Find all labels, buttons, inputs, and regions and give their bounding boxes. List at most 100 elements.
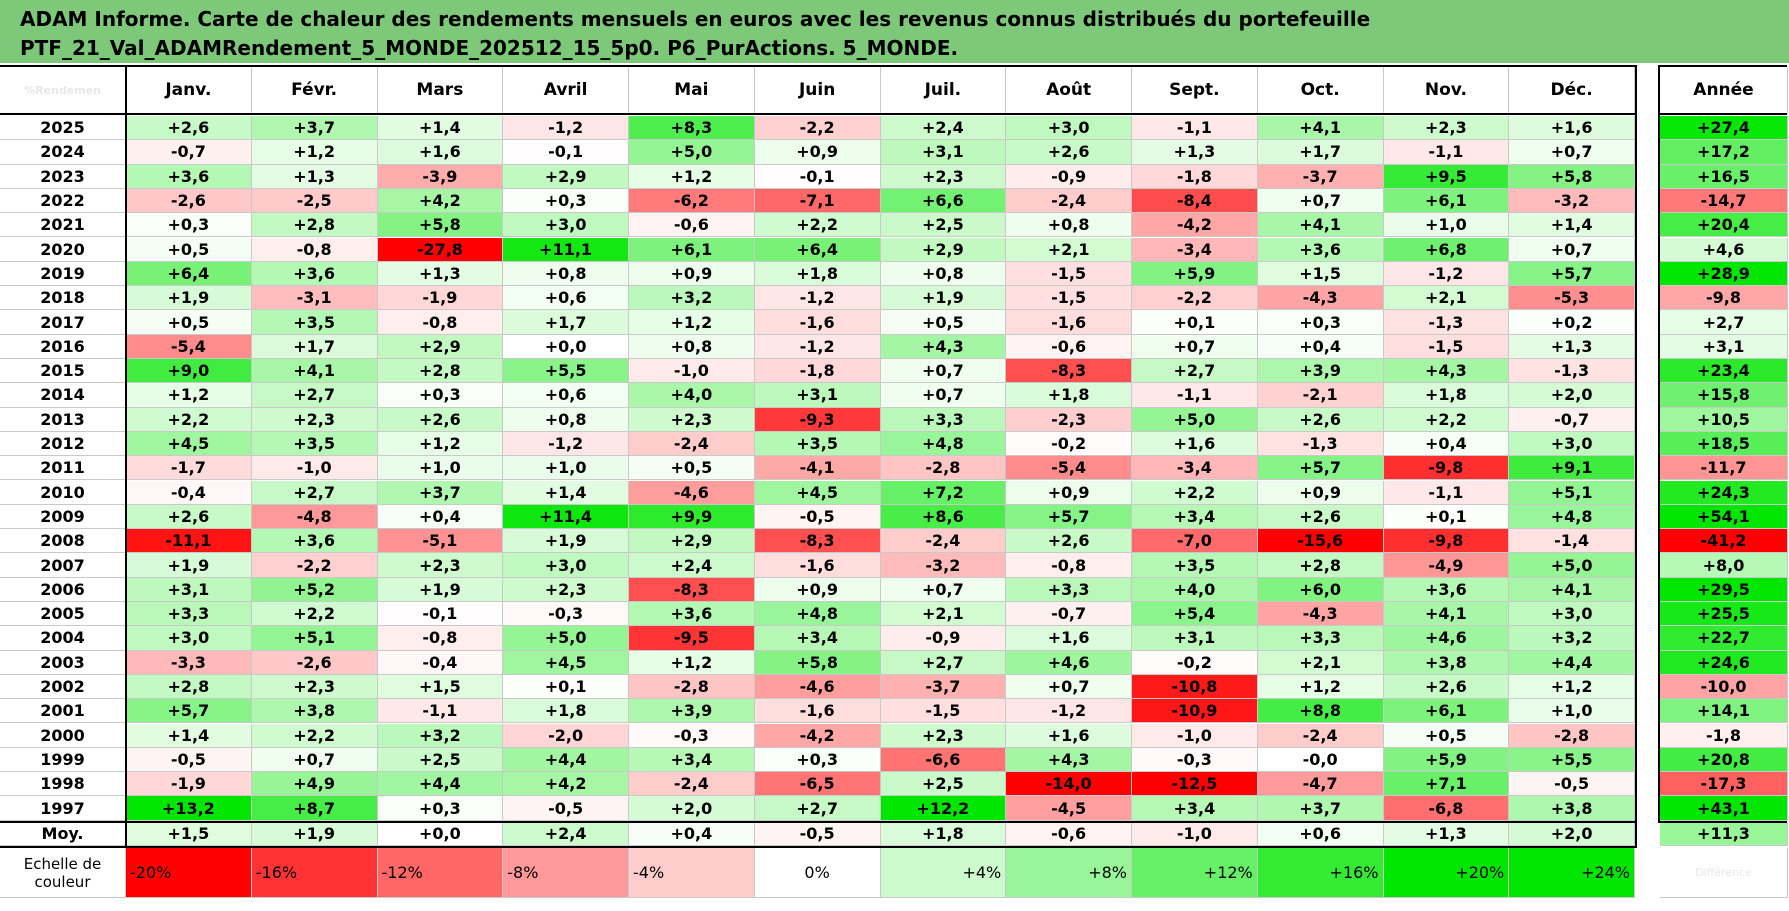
- heatmap-cell: +4,5: [126, 431, 252, 457]
- heatmap-cell: +0,3: [503, 188, 629, 214]
- heatmap-cell: +3,2: [377, 723, 504, 748]
- heatmap-cell: +1,9: [503, 529, 629, 554]
- heatmap-cell: -2,4: [1257, 723, 1384, 748]
- heatmap-cell: +0,4: [1257, 334, 1384, 359]
- heatmap-cell: +6,1: [629, 237, 755, 262]
- heatmap-cell: +6,1: [1383, 188, 1510, 214]
- color-scale-step: +12%: [1132, 848, 1258, 898]
- annual-cell: +24,3: [1660, 480, 1788, 505]
- heatmap-cell: -0,1: [503, 140, 629, 165]
- heatmap-cell: -27,8: [377, 237, 504, 262]
- annual-header: Année: [1660, 67, 1788, 114]
- heatmap-cell: +3,7: [1257, 796, 1384, 821]
- heatmap-cell: +2,9: [377, 334, 504, 359]
- heatmap-cell: +2,5: [880, 772, 1007, 797]
- heatmap-cell: -0,3: [503, 602, 629, 627]
- heatmap-cell: -8,3: [1006, 359, 1132, 384]
- heatmap-cell: -1,6: [754, 553, 881, 578]
- row-year-label: 2006: [0, 577, 126, 602]
- heatmap-cell: -1,5: [1006, 261, 1132, 287]
- heatmap-cell: +1,2: [126, 383, 252, 408]
- heatmap-cell: -3,1: [251, 286, 378, 311]
- heatmap-cell: +6,4: [126, 261, 252, 287]
- month-header: Févr.: [251, 67, 378, 114]
- heatmap-cell: +4,0: [629, 383, 755, 408]
- heatmap-cell: -4,2: [1132, 213, 1258, 238]
- heatmap-cell: -15,6: [1257, 529, 1384, 554]
- heatmap-cell: +3,4: [754, 626, 881, 651]
- heatmap-cell: +3,2: [1509, 626, 1635, 651]
- heatmap-cell: +1,4: [1509, 213, 1635, 238]
- color-scale-step: +8%: [1006, 848, 1132, 898]
- heatmap-cell: +0,1: [1132, 310, 1258, 335]
- heatmap-cell: +3,0: [1509, 602, 1635, 627]
- annual-cell: +28,9: [1660, 261, 1788, 287]
- heatmap-cell: +0,2: [1509, 310, 1635, 335]
- heatmap-cell: +5,0: [1509, 553, 1635, 578]
- heatmap-cell: +2,8: [377, 359, 504, 384]
- heatmap-cell: +1,6: [1132, 431, 1258, 457]
- heatmap-cell: -0,7: [126, 140, 252, 165]
- heatmap-cell: +2,4: [629, 553, 755, 578]
- month-header: Mai: [629, 67, 755, 114]
- heatmap-cell: +5,1: [251, 626, 378, 651]
- heatmap-cell: -5,3: [1509, 286, 1635, 311]
- heatmap-cell: +5,7: [126, 699, 252, 724]
- heatmap-cell: -0,8: [1006, 553, 1132, 578]
- heatmap-cell: -0,3: [1132, 747, 1258, 773]
- heatmap-cell: -1,5: [1383, 334, 1510, 359]
- heatmap-cell: -3,2: [880, 553, 1007, 578]
- heatmap-cell: +4,3: [880, 334, 1007, 359]
- heatmap-cell: -1,3: [1257, 431, 1384, 457]
- row-year-label: 1999: [0, 747, 126, 773]
- color-scale-step: +24%: [1509, 848, 1635, 898]
- heatmap-cell: -4,3: [1257, 286, 1384, 311]
- heatmap-cell: +0,3: [377, 383, 504, 408]
- row-year-label: 2019: [0, 261, 126, 287]
- heatmap-cell: -1,2: [1383, 261, 1510, 287]
- heatmap-cell: +2,6: [126, 504, 252, 530]
- heatmap-cell: +1,9: [377, 577, 504, 602]
- heatmap-cell: +3,8: [1509, 796, 1635, 821]
- heatmap-cell: +4,4: [1509, 650, 1635, 675]
- heatmap-cell: -1,0: [251, 456, 378, 481]
- heatmap-cell: +2,1: [1257, 650, 1384, 675]
- annual-cell: +29,5: [1660, 577, 1788, 602]
- heatmap-cell: -2,3: [1006, 407, 1132, 432]
- heatmap-cell: +2,5: [377, 747, 504, 773]
- heatmap-cell: -9,8: [1383, 529, 1510, 554]
- row-year-label: 2013: [0, 407, 126, 432]
- heatmap-cell: -1,1: [1132, 383, 1258, 408]
- heatmap-cell: +5,0: [629, 140, 755, 165]
- heatmap-cell: +5,9: [1132, 261, 1258, 287]
- heatmap-cell: +2,2: [251, 723, 378, 748]
- heatmap-cell: -1,6: [754, 310, 881, 335]
- heatmap-cell: +1,2: [251, 140, 378, 165]
- heatmap-cell: +2,3: [880, 164, 1007, 189]
- heatmap-cell: +4,9: [251, 772, 378, 797]
- heatmap-cell: +3,6: [251, 261, 378, 287]
- heatmap-cell: +0,3: [1257, 310, 1384, 335]
- average-cell: -1,0: [1132, 821, 1258, 846]
- heatmap-cell: +3,5: [251, 431, 378, 457]
- heatmap-cell: +0,7: [1257, 188, 1384, 214]
- heatmap-cell: +1,7: [503, 310, 629, 335]
- heatmap-cell: +0,7: [251, 747, 378, 773]
- heatmap-cell: +7,2: [880, 480, 1007, 505]
- heatmap-cell: +4,1: [1257, 213, 1384, 238]
- heatmap-cell: +1,9: [126, 286, 252, 311]
- heatmap-cell: -1,1: [1383, 480, 1510, 505]
- heatmap-cell: +4,6: [1383, 626, 1510, 651]
- heatmap-cell: +3,0: [503, 213, 629, 238]
- heatmap-cell: +3,1: [1132, 626, 1258, 651]
- average-annual-cell: +11,3: [1660, 821, 1788, 846]
- heatmap-cell: +3,6: [1383, 577, 1510, 602]
- heatmap-cell: -0,5: [1509, 772, 1635, 797]
- heatmap-cell: +0,5: [126, 310, 252, 335]
- heatmap-cell: +9,5: [1383, 164, 1510, 189]
- heatmap-cell: +11,1: [503, 237, 629, 262]
- row-year-label: 1998: [0, 772, 126, 797]
- heatmap-cell: +1,3: [251, 164, 378, 189]
- heatmap-cell: -10,9: [1132, 699, 1258, 724]
- heatmap-cell: +1,9: [880, 286, 1007, 311]
